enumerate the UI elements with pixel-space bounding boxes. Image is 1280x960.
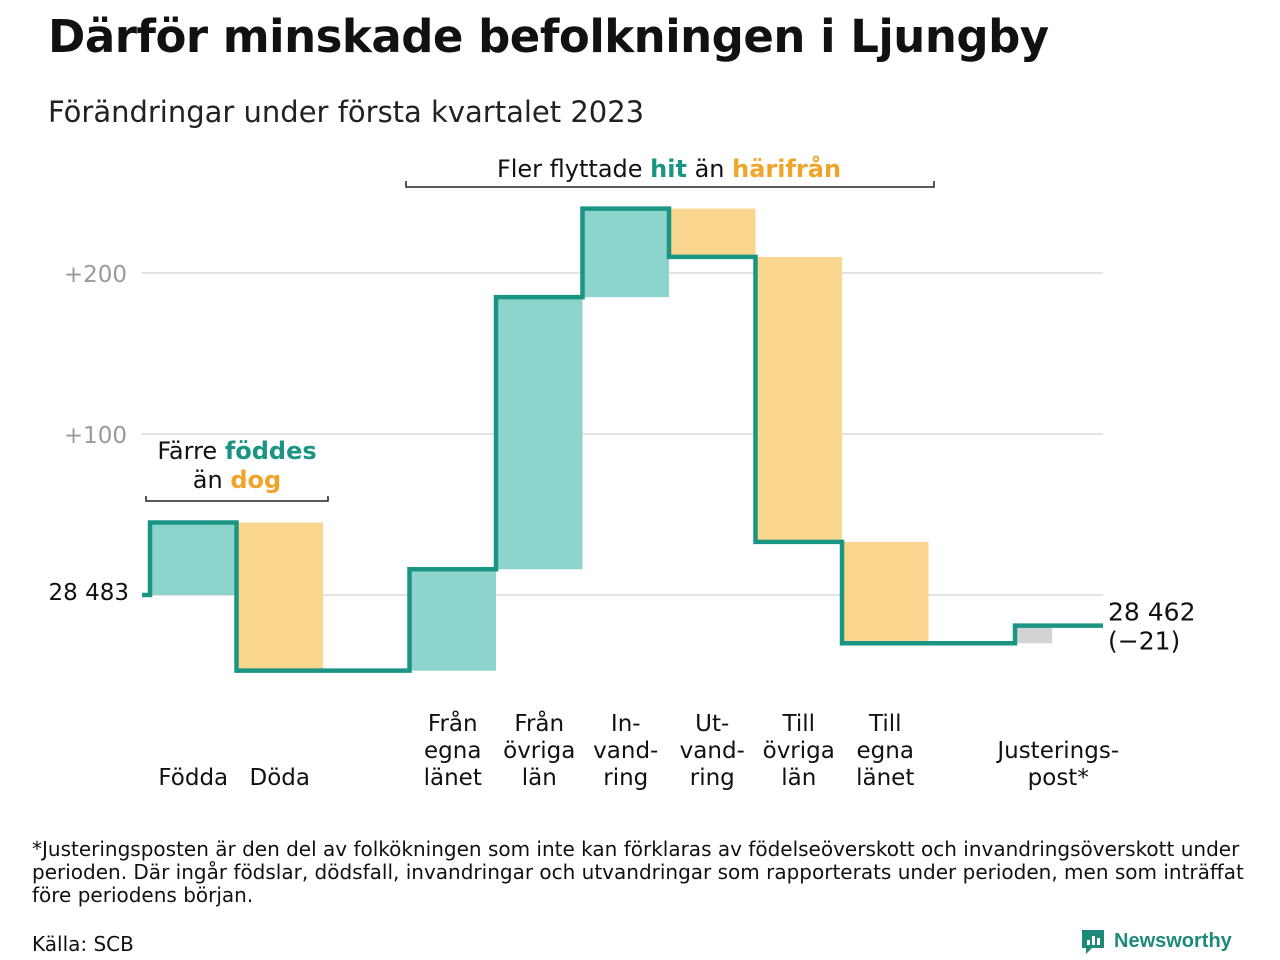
x-category-label: ring: [690, 765, 735, 791]
footnote: *Justeringsposten är den del av folkökni…: [32, 837, 1244, 907]
annotation-text: än: [687, 155, 732, 183]
waterfall-bar: [150, 522, 237, 595]
waterfall-bar: [1015, 625, 1053, 644]
x-category-label: egna: [424, 738, 481, 764]
x-category-label: vand-: [593, 738, 658, 764]
x-category-label: Ut-: [695, 711, 729, 737]
migration-bracket: [405, 181, 935, 188]
start-value-label: 28 483: [49, 580, 129, 606]
x-category-label: Från: [514, 709, 564, 737]
annotation-text: Fler flyttade: [497, 155, 650, 183]
annotation-highlight: hit: [650, 155, 687, 183]
cumulative-line: [142, 206, 1103, 673]
x-category-label: länet: [424, 765, 482, 791]
x-category-label: Justerings-: [995, 738, 1119, 764]
chart-subtitle: Förändringar under första kvartalet 2023: [48, 95, 645, 129]
x-category-label: Döda: [250, 765, 310, 791]
births-deaths-annotation-line1: Färre föddes: [157, 437, 316, 465]
births-deaths-bracket: [145, 496, 329, 502]
waterfall-bar: [409, 569, 496, 671]
annotation-highlight-out: dog: [230, 466, 281, 494]
x-category-label: vand-: [680, 738, 745, 764]
y-tick-label: +200: [64, 262, 127, 288]
x-category-label: egna: [857, 738, 914, 764]
migration-annotation: Fler flyttade hit än härifrån: [497, 154, 841, 183]
annotation-highlight-in: föddes: [225, 437, 317, 465]
y-tick-label: +100: [64, 423, 127, 449]
x-category-label: In-: [611, 711, 641, 737]
x-category-label: län: [522, 765, 557, 791]
x-category-label: Till: [868, 711, 902, 737]
x-category-label: Till: [781, 711, 815, 737]
waterfall-bar: [842, 541, 929, 644]
waterfall-bar: [582, 208, 669, 298]
x-category-label: Från: [428, 709, 478, 737]
waterfall-bar: [669, 208, 756, 257]
newsworthy-logo-text: Newsworthy: [1114, 929, 1232, 952]
x-category-label: övriga: [503, 738, 575, 764]
x-category-label: ring: [603, 765, 648, 791]
end-value-label: 28 462: [1108, 598, 1195, 627]
x-category-label: post*: [1028, 765, 1089, 791]
end-change-label: (−21): [1108, 627, 1180, 656]
births-deaths-annotation-line2: än dog: [193, 466, 281, 494]
newsworthy-logo: Newsworthy: [1080, 928, 1232, 954]
source-label: Källa: SCB: [32, 932, 134, 956]
x-category-label: länet: [856, 765, 914, 791]
waterfall-bar: [236, 522, 323, 671]
x-category-label: län: [781, 765, 816, 791]
newsworthy-logo-icon: [1080, 928, 1106, 954]
waterfall-bar: [755, 256, 842, 542]
x-category-label: Födda: [158, 765, 228, 791]
x-category-label: övriga: [763, 738, 835, 764]
waterfall-bar: [496, 297, 583, 570]
annotation-highlight: härifrån: [732, 154, 841, 183]
chart-title: Därför minskade befolkningen i Ljungby: [48, 10, 1049, 63]
